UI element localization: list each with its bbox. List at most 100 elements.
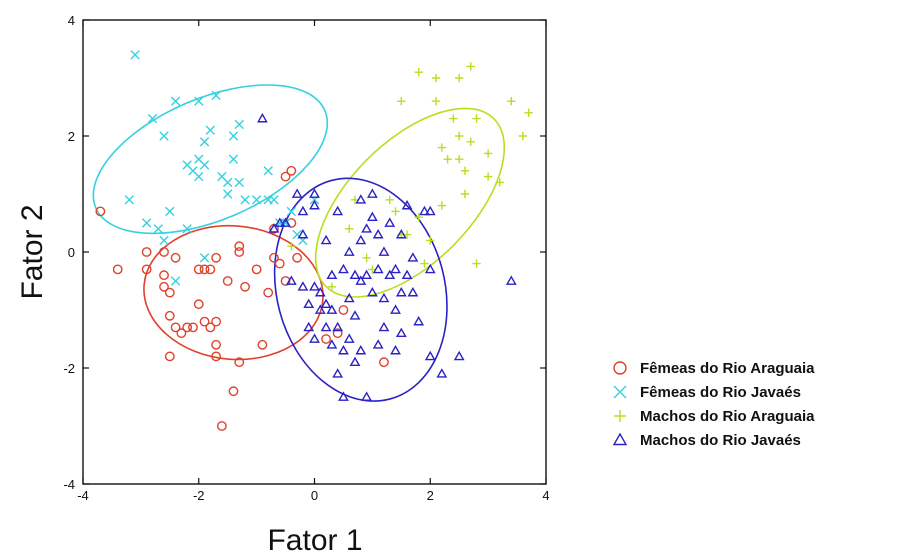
point-series-4 [309, 333, 320, 343]
point-series-4 [326, 304, 338, 314]
point-series-2 [141, 218, 152, 228]
point-series-4 [355, 194, 367, 204]
point-series-3 [449, 114, 458, 123]
point-series-3 [483, 149, 493, 158]
point-series-4 [320, 298, 332, 309]
point-series-4 [297, 281, 309, 291]
point-series-4 [338, 344, 349, 355]
y-tick-label: 2 [68, 129, 75, 144]
point-series-1 [164, 287, 175, 298]
legend: Fêmeas do Rio Araguaia Fêmeas do Rio Java… [612, 360, 815, 449]
point-series-3 [426, 236, 435, 245]
point-series-4 [407, 286, 419, 297]
point-series-4 [361, 391, 372, 401]
point-series-2 [222, 177, 233, 188]
point-series-4 [390, 344, 401, 355]
point-series-4 [384, 269, 396, 280]
point-series-2 [205, 125, 216, 135]
point-series-4 [390, 263, 401, 274]
point-series-4 [361, 223, 372, 233]
ellipse-series-1 [143, 224, 324, 361]
point-series-1 [222, 276, 233, 286]
point-series-1 [176, 328, 187, 339]
point-series-4 [349, 356, 361, 367]
point-series-2 [194, 96, 204, 106]
point-series-2 [130, 50, 140, 60]
point-series-4 [309, 199, 320, 210]
point-series-1 [321, 334, 331, 344]
point-series-2 [263, 166, 273, 176]
point-series-4 [285, 275, 297, 285]
point-series-2 [251, 195, 262, 205]
point-series-1 [141, 264, 152, 275]
point-series-1 [159, 247, 169, 257]
point-series-4 [366, 188, 378, 198]
point-series-4 [436, 368, 448, 378]
point-series-4 [326, 339, 338, 349]
point-series-2 [199, 160, 210, 170]
point-series-2 [228, 131, 239, 141]
point-series-1 [182, 322, 193, 333]
point-series-4 [343, 333, 355, 343]
point-series-1 [379, 357, 389, 368]
x-tick-label: 2 [427, 488, 434, 503]
point-series-1 [164, 310, 175, 321]
point-series-4 [366, 211, 378, 222]
ellipse-series-4 [273, 177, 448, 402]
point-series-1 [95, 206, 106, 217]
point-series-1 [332, 328, 343, 339]
point-series-1 [193, 299, 204, 310]
point-series-1 [211, 252, 222, 263]
point-series-4 [297, 228, 309, 239]
point-series-3 [495, 178, 504, 187]
legend-label-4: Machos do Rio Javaés [640, 432, 801, 449]
point-series-4 [314, 286, 326, 297]
point-series-1 [228, 386, 239, 397]
point-series-1 [274, 258, 285, 269]
legend-marker-1 [613, 361, 627, 375]
point-series-2 [159, 235, 169, 246]
point-series-4 [303, 321, 315, 332]
point-series-4 [390, 304, 401, 314]
point-series-3 [472, 259, 481, 268]
point-series-4 [401, 269, 413, 280]
point-series-1 [292, 252, 303, 263]
point-series-4 [297, 205, 309, 216]
point-series-2 [153, 224, 163, 234]
point-series-2 [124, 195, 134, 205]
point-series-3 [437, 201, 447, 210]
point-series-4 [280, 217, 291, 227]
point-series-4 [372, 228, 384, 239]
point-series-4 [378, 292, 390, 303]
x-tick-label: 0 [311, 488, 318, 503]
point-series-2 [159, 131, 169, 141]
plot-area-frame [82, 19, 547, 485]
point-series-2 [182, 224, 192, 234]
point-series-1 [199, 264, 210, 275]
point-series-2 [199, 253, 210, 263]
point-series-3 [414, 68, 423, 77]
point-series-4 [378, 246, 390, 256]
point-series-4 [257, 112, 268, 123]
point-series-1 [234, 247, 245, 257]
point-series-1 [286, 165, 297, 176]
point-series-1 [188, 322, 198, 333]
point-series-1 [338, 305, 349, 315]
point-series-1 [234, 241, 245, 252]
point-series-4 [338, 391, 349, 401]
point-series-1 [170, 252, 181, 263]
point-series-2 [269, 195, 279, 205]
point-series-4 [424, 350, 436, 361]
point-series-1 [286, 218, 297, 228]
point-series-4 [505, 275, 517, 285]
point-series-1 [280, 171, 291, 182]
point-series-3 [345, 224, 354, 233]
y-axis-title: Fator 2 [16, 204, 49, 299]
point-series-1 [263, 287, 274, 298]
point-series-2 [234, 177, 244, 188]
point-series-3 [454, 131, 464, 141]
y-tick-label: -4 [63, 477, 75, 492]
point-series-3 [362, 253, 371, 262]
point-series-4 [395, 327, 407, 338]
point-series-4 [401, 199, 413, 210]
